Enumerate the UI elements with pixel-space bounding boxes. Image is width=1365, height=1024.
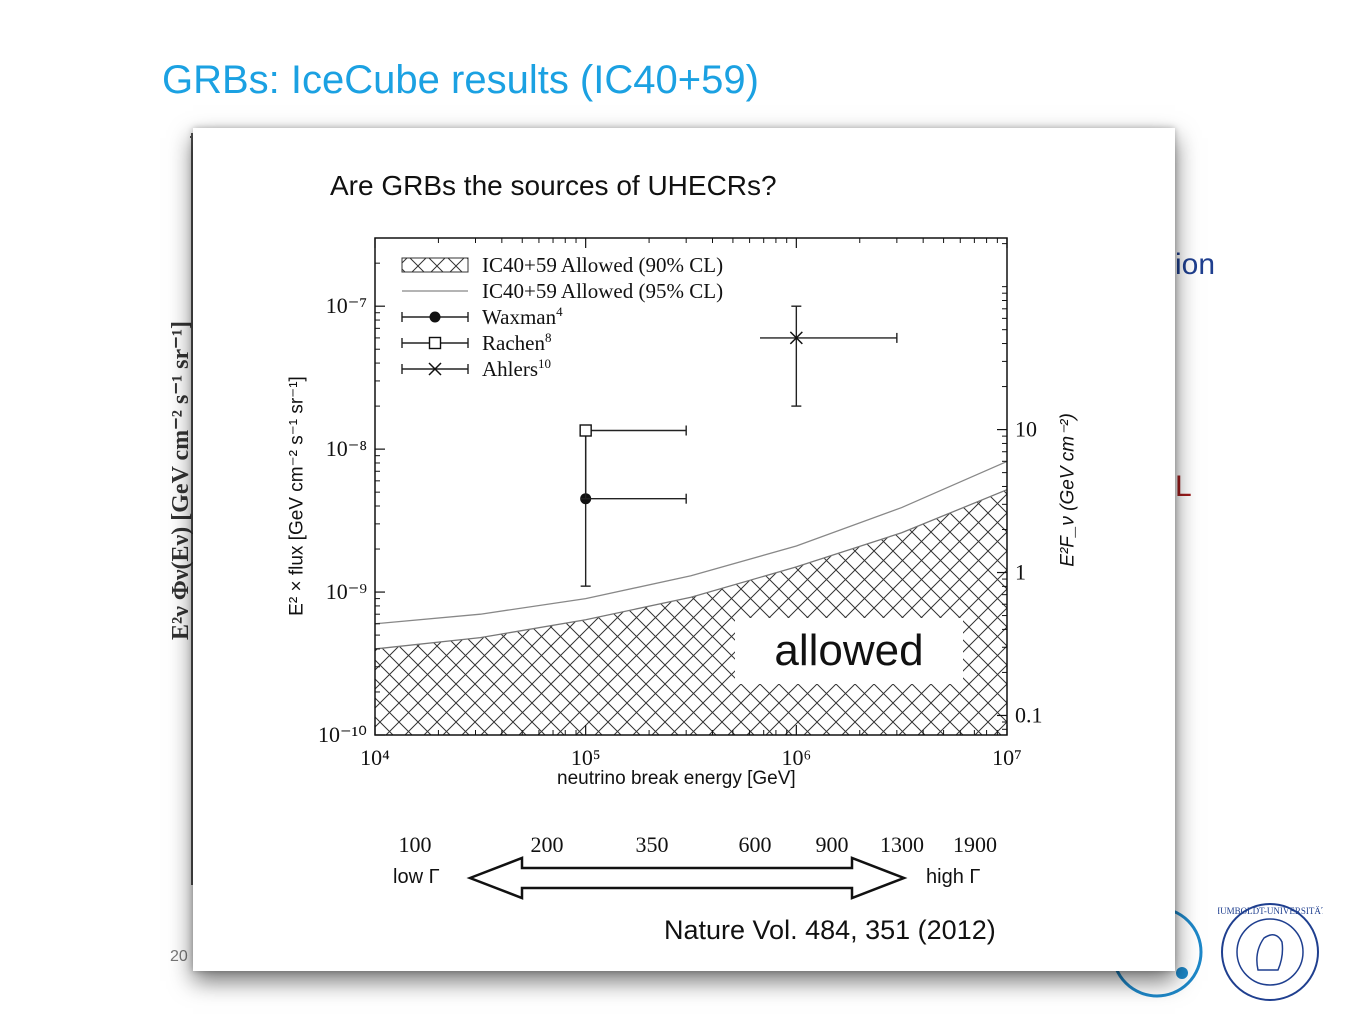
reference-citation: Nature Vol. 484, 351 (2012) <box>664 915 996 945</box>
svg-text:HUMBOLDT-UNIVERSITÄT: HUMBOLDT-UNIVERSITÄT <box>1218 906 1323 916</box>
y-axis-label: E² × flux [GeV cm⁻² s⁻¹ sr⁻¹] <box>286 376 308 616</box>
y2-axis-label: E²F_ν (GeV cm⁻²) <box>1057 413 1079 567</box>
allowed-label: allowed <box>735 618 963 684</box>
overlay-card <box>193 128 1175 971</box>
x-axis-label: neutrino break energy [GeV] <box>557 768 796 789</box>
background-axis-label: E²ν Φν(Eν) [GeV cm⁻² s⁻¹ sr⁻¹] <box>168 321 194 640</box>
background-text-fragment: ion <box>1175 248 1216 281</box>
slide-title: GRBs: IceCube results (IC40+59) <box>162 58 759 102</box>
humboldt-university-seal-icon: HUMBOLDT-UNIVERSITÄT <box>1218 903 1323 1001</box>
low-gamma-label: low Γ <box>393 866 440 888</box>
page-number: 20 <box>170 948 188 965</box>
question-heading: Are GRBs the sources of UHECRs? <box>330 170 777 201</box>
high-gamma-label: high Γ <box>926 866 981 888</box>
background-text-fragment: L <box>1175 470 1192 503</box>
svg-text:E²ν Φν(Eν) [GeV cm⁻² s⁻¹ sr⁻¹: E²ν Φν(Eν) [GeV cm⁻² s⁻¹ sr⁻¹] <box>168 321 194 640</box>
